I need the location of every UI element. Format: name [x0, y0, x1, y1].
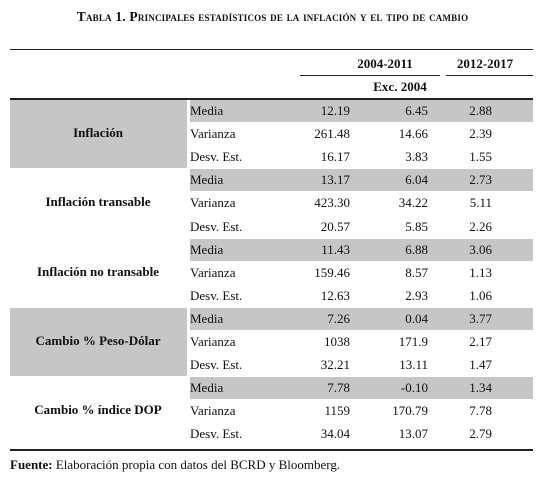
stat-cell: Desv. Est. [190, 426, 243, 442]
value-2004-2011: 7.78 [327, 380, 350, 396]
value-2012-2017: 2.26 [469, 218, 492, 234]
header-sub-exc-2004: Exc. 2004 [373, 79, 427, 94]
value-exc-2004: 171.9 [398, 334, 428, 349]
media-row-shading [190, 100, 533, 123]
value-exc-2004: 13.07 [398, 426, 428, 442]
header-rule-period-1 [300, 75, 440, 76]
value-2012-2017: 5.11 [469, 195, 492, 211]
value-2012-2017: 1.13 [469, 264, 492, 280]
value-exc-2004: 34.22 [398, 195, 428, 211]
media-row-shading [190, 169, 533, 192]
stat-cell: Media [190, 241, 224, 257]
value-exc-2004: 3.83 [405, 149, 428, 165]
stat-cell: Varianza [190, 195, 236, 211]
value-exc-2004: 170.79 [392, 403, 428, 419]
value-exc-2004: 2.93 [405, 287, 428, 303]
group-label: Cambio % Peso-Dólar [35, 333, 161, 348]
header-rule-period-2 [446, 75, 533, 76]
value-2012-2017: 2.79 [469, 426, 492, 442]
source-label: Fuente: [10, 457, 53, 472]
media-row-shading [190, 307, 533, 330]
value-2012-2017: 2.73 [469, 172, 492, 188]
stat-cell: Varianza [190, 126, 236, 142]
stat-cell: Varianza [190, 264, 236, 280]
value-2004-2011: 11.43 [321, 241, 350, 257]
value-exc-2004: -0.10 [400, 380, 428, 396]
stat-cell: Media [190, 380, 224, 396]
value-2004-2011: 16.17 [320, 149, 350, 165]
value-2004-2011: 13.17 [320, 172, 350, 188]
stat-cell: Desv. Est. [190, 357, 243, 373]
value-2012-2017: 1.34 [469, 380, 492, 396]
stat-cell: Media [190, 310, 224, 326]
header-period-1: 2004-2011 [357, 56, 413, 71]
value-exc-2004: 14.66 [398, 126, 428, 142]
value-2004-2011: 32.21 [320, 357, 350, 373]
group-label: Inflación no transable [36, 263, 160, 279]
value-2012-2017: 1.06 [469, 287, 492, 303]
value-2012-2017: 3.06 [469, 241, 492, 257]
value-2004-2011: 159.46 [314, 264, 350, 280]
value-exc-2004: 6.88 [405, 241, 428, 257]
table-title: Tabla 1. Principales estadísticos de la … [76, 9, 469, 24]
stat-cell: Desv. Est. [190, 287, 243, 303]
value-2004-2011: 20.57 [320, 218, 350, 234]
header-bottom-rule [10, 98, 533, 100]
source-note: Fuente: Elaboración propia con datos del… [10, 457, 340, 473]
group-label-shading [10, 307, 187, 377]
group-label-shading [10, 100, 187, 169]
group-label: Inflación [73, 125, 123, 141]
value-2004-2011: 7.26 [327, 310, 350, 326]
value-exc-2004: 0.04 [405, 310, 428, 326]
group-label: Cambio % índice DOP [34, 402, 162, 418]
value-2012-2017: 2.39 [469, 126, 492, 142]
value-2004-2011: 1159 [324, 403, 350, 419]
value-exc-2004: 6.04 [405, 172, 428, 188]
value-2004-2011: 34.04 [320, 426, 350, 442]
stat-cell: Varianza [190, 403, 236, 419]
value-2012-2017: 2.17 [469, 334, 492, 349]
header-period-2: 2012-2017 [456, 56, 514, 71]
value-2004-2011: 1038 [324, 334, 350, 349]
value-exc-2004: 5.85 [405, 218, 428, 234]
top-rule [10, 49, 533, 50]
value-2004-2011: 12.19 [320, 103, 350, 118]
value-2004-2011: 12.63 [320, 287, 350, 303]
value-2012-2017: 1.47 [469, 357, 492, 373]
stat-cell: Varianza [190, 334, 236, 349]
value-2004-2011: 261.48 [314, 126, 350, 142]
value-exc-2004: 13.11 [399, 357, 428, 373]
group-label: Inflación transable [45, 194, 151, 210]
value-2012-2017: 1.55 [469, 149, 492, 165]
stat-cell: Desv. Est. [190, 149, 243, 165]
media-row-shading [190, 377, 533, 400]
bottom-rule [10, 449, 533, 451]
value-2012-2017: 3.77 [469, 310, 492, 326]
value-2012-2017: 7.78 [469, 403, 492, 419]
value-exc-2004: 8.57 [405, 264, 428, 280]
stat-cell: Media [190, 103, 224, 118]
source-text: Elaboración propia con datos del BCRD y … [52, 457, 341, 472]
value-2012-2017: 2.88 [469, 103, 492, 118]
value-2004-2011: 423.30 [314, 195, 350, 211]
stat-cell: Desv. Est. [190, 218, 243, 234]
value-exc-2004: 6.45 [405, 103, 428, 118]
stat-cell: Media [190, 172, 224, 188]
media-row-shading [190, 238, 533, 261]
